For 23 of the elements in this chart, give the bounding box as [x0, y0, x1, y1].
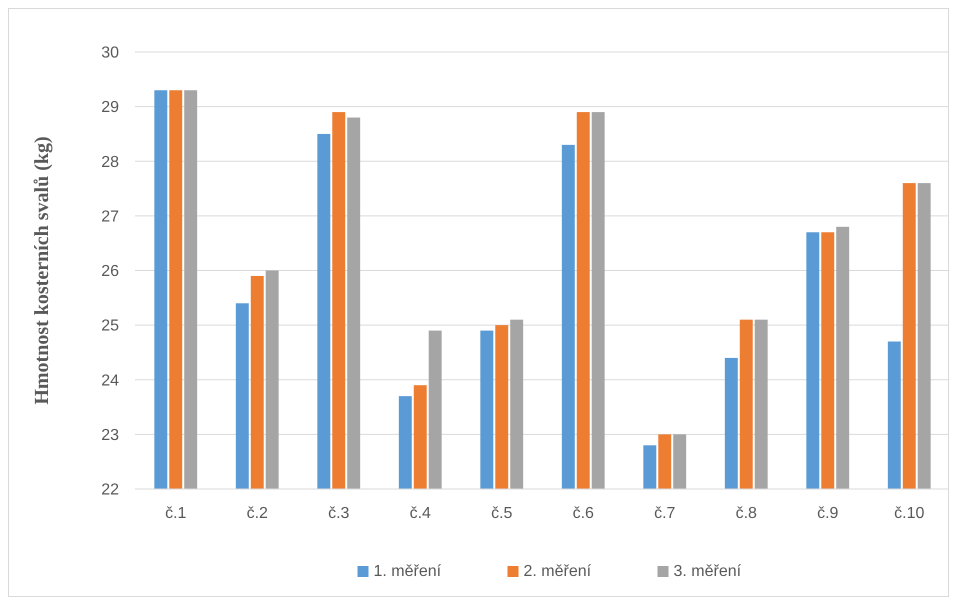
y-tick-label: 25: [101, 318, 120, 335]
x-tick-label: č.4: [410, 505, 432, 522]
legend-label: 2. měření: [524, 563, 592, 580]
y-tick-label: 29: [101, 99, 120, 116]
y-tick-label: 26: [101, 263, 120, 280]
x-tick-label: č.2: [246, 505, 268, 522]
x-tick-label: č.3: [328, 505, 350, 522]
y-axis-title: Hmotnost kosterních svalů (kg): [31, 136, 53, 405]
x-tick-label: č.5: [491, 505, 513, 522]
y-tick-label: 22: [101, 482, 120, 499]
x-tick-label: č.9: [817, 505, 839, 522]
y-tick-label: 28: [101, 154, 120, 171]
x-tick-label: č.8: [736, 505, 758, 522]
x-tick-label: č.1: [165, 505, 187, 522]
x-tick-label: č.10: [894, 505, 924, 522]
y-tick-label: 23: [101, 426, 120, 444]
legend-label: 3. měření: [674, 563, 742, 580]
x-tick-label: č.6: [572, 505, 594, 522]
y-tick-label: 27: [101, 208, 120, 226]
y-tick-label: 30: [101, 44, 120, 62]
legend-label: 1. měření: [374, 563, 442, 580]
x-tick-label: č.7: [654, 505, 676, 522]
y-tick-label: 24: [101, 372, 120, 390]
